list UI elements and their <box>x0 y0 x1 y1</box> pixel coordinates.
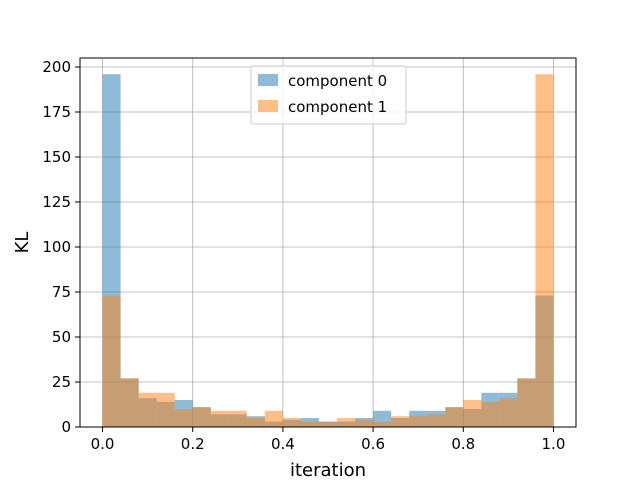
bar-component-1 <box>246 418 265 427</box>
bar-component-1 <box>535 74 554 427</box>
bar-component-1 <box>481 401 500 427</box>
y-tick-label: 175 <box>42 103 71 121</box>
bar-component-1 <box>445 407 464 427</box>
bar-component-1 <box>318 421 338 427</box>
bar-component-1 <box>391 416 410 427</box>
legend-swatch-component-0 <box>258 74 278 86</box>
bar-component-1 <box>409 416 428 427</box>
bar-component-1 <box>373 421 392 427</box>
x-tick-label: 0.8 <box>451 435 475 453</box>
y-tick-label: 150 <box>42 148 71 166</box>
legend-label-component-1: component 1 <box>288 98 387 116</box>
bar-component-1 <box>156 392 175 427</box>
y-axis-label: KL <box>12 232 33 254</box>
x-axis-label: iteration <box>290 460 366 480</box>
y-tick-label: 0 <box>61 418 71 436</box>
bar-component-1 <box>499 398 518 427</box>
bar-component-1 <box>355 419 374 427</box>
bar-component-1 <box>228 410 247 427</box>
y-tick-label: 25 <box>52 373 71 391</box>
bar-component-1 <box>282 418 301 427</box>
y-tick-label: 100 <box>42 238 71 256</box>
plot-frame <box>79 57 577 428</box>
ticks: 0.0 0.2 0.4 0.6 0.8 1.0 0 25 50 75 100 125 150 175 200 <box>42 58 565 453</box>
legend-label-component-0: component 0 <box>288 72 387 90</box>
bar-component-1 <box>174 409 193 427</box>
bar-component-1 <box>517 378 536 427</box>
bar-component-1 <box>138 392 157 427</box>
bar-component-1 <box>337 418 356 427</box>
legend-swatch-component-1 <box>258 100 278 112</box>
bars <box>102 74 554 427</box>
bar-component-1 <box>427 414 446 427</box>
bar-component-1 <box>264 410 283 427</box>
legend-box <box>250 65 407 125</box>
bar-component-1 <box>120 378 139 427</box>
x-tick-label: 0.6 <box>361 435 385 453</box>
y-tick-label: 200 <box>42 58 71 76</box>
y-tick-label: 75 <box>52 283 71 301</box>
bar-component-1 <box>300 421 319 427</box>
bar-component-1 <box>463 400 482 427</box>
bar-component-1 <box>192 407 211 427</box>
x-tick-label: 1.0 <box>542 435 566 453</box>
bar-component-1 <box>102 295 121 427</box>
x-tick-label: 0.4 <box>271 435 295 453</box>
legend: component 0 component 1 <box>250 65 407 125</box>
y-tick-label: 125 <box>42 193 71 211</box>
x-tick-label: 0.0 <box>91 435 115 453</box>
y-tick-label: 50 <box>52 328 71 346</box>
x-tick-label: 0.2 <box>181 435 205 453</box>
bar-component-1 <box>210 410 229 427</box>
